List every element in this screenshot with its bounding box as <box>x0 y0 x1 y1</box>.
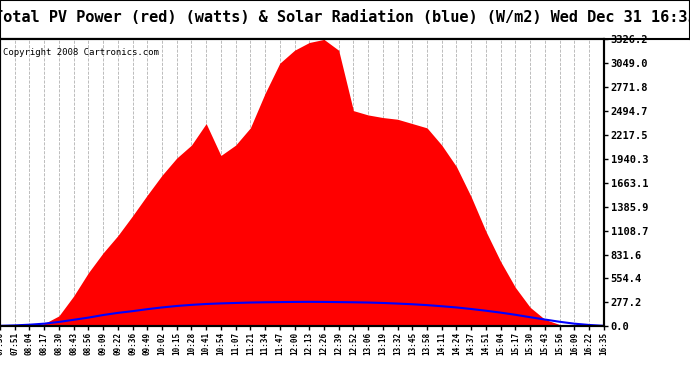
Text: Total PV Power (red) (watts) & Solar Radiation (blue) (W/m2) Wed Dec 31 16:35: Total PV Power (red) (watts) & Solar Rad… <box>0 10 690 25</box>
Text: Copyright 2008 Cartronics.com: Copyright 2008 Cartronics.com <box>3 48 159 57</box>
